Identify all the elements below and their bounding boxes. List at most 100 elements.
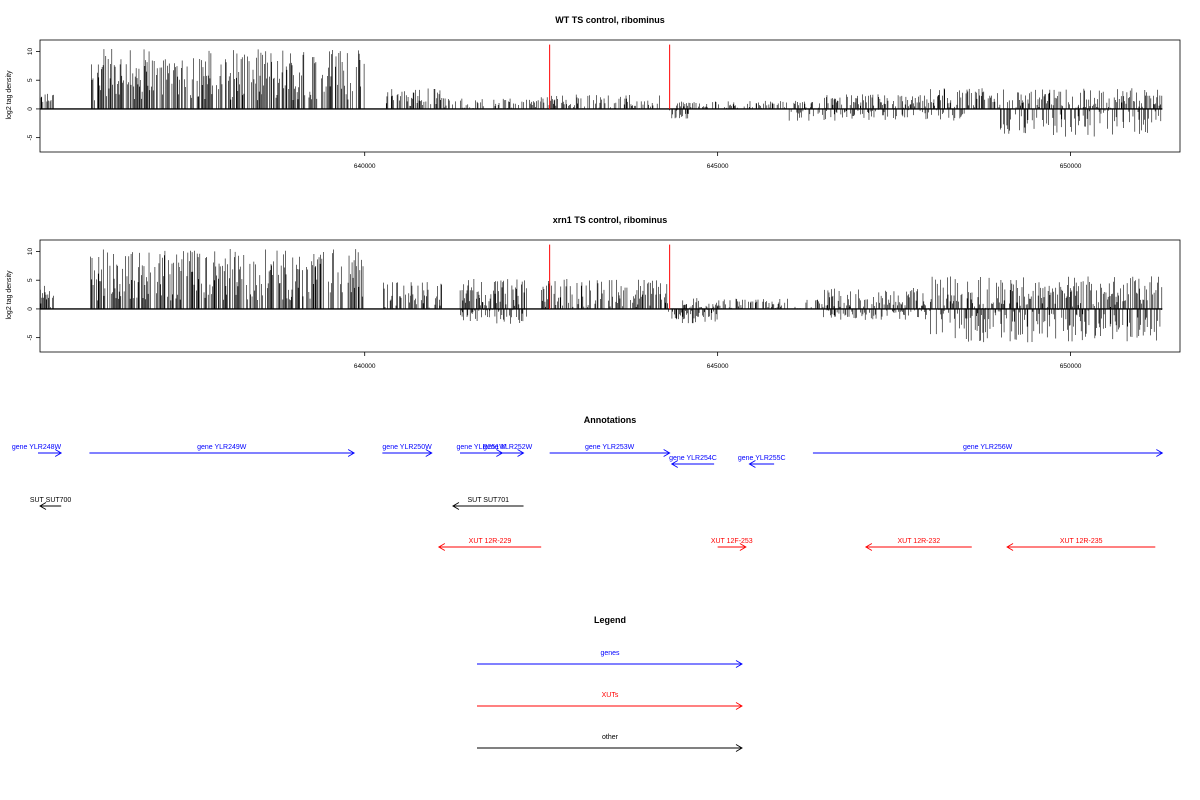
annotation-label: XUT 12R-235 — [1060, 538, 1103, 545]
annotation-arrow-head — [739, 543, 747, 551]
density-bars-negative — [669, 108, 689, 119]
annotation-label: XUT 12F-253 — [711, 538, 753, 545]
density-bars-negative — [668, 308, 718, 324]
annotation-arrow-head — [864, 543, 873, 551]
y-tick-label: 5 — [27, 78, 34, 82]
density-bars-positive — [39, 93, 54, 109]
density-bars-negative — [460, 308, 527, 324]
annotation-label: gene YLR256W — [963, 444, 1013, 451]
annotations-panel: Annotations gene YLR248W gene YLR249W gene… — [12, 415, 1164, 551]
annotation-feature: XUT 12R-232 — [864, 538, 972, 551]
x-tick-label: 645000 — [707, 363, 729, 370]
density-bars-positive — [383, 282, 443, 309]
density-bars-negative — [823, 308, 927, 320]
annotation-arrow-head — [425, 449, 433, 457]
wt-track-ylabel: log2 tag density — [6, 70, 13, 120]
legend-arrow-head — [735, 744, 743, 752]
xrn1-track-bars — [40, 248, 1163, 343]
legend-arrow-head — [735, 702, 743, 710]
density-bars-negative — [1000, 108, 1162, 137]
annotation-arrow-head — [437, 543, 446, 551]
annotation-arrow-head — [347, 449, 356, 457]
density-bars-positive — [682, 298, 824, 309]
wt-track-plot-frame — [39, 39, 1181, 153]
y-tick-label: -5 — [27, 134, 34, 140]
annotation-label: SUT SUT700 — [30, 497, 72, 504]
density-bars-positive — [930, 88, 1163, 109]
y-tick-label: 10 — [27, 247, 34, 255]
annotation-feature: XUT 12F-253 — [711, 538, 753, 551]
annotation-label: XUT 12R-232 — [897, 538, 940, 545]
annotation-feature: gene YLR253W — [549, 444, 671, 457]
legend-items: genes XUTs other — [477, 650, 743, 752]
annotation-arrow-head — [1006, 543, 1014, 551]
annotation-arrow-head — [748, 460, 756, 468]
annotation-arrow-head — [517, 449, 525, 457]
xrn1-track-ylabel: log2 tag density — [6, 270, 13, 320]
x-tick-label: 640000 — [354, 163, 376, 170]
density-bars-positive — [91, 49, 365, 109]
wt-track-title: WT TS control, ribominus — [555, 15, 665, 25]
density-bars-positive — [90, 248, 364, 309]
annotation-label: gene YLR252W — [483, 444, 533, 451]
annotation-feature: SUT SUT701 — [452, 497, 524, 510]
annotation-arrow-head — [1156, 449, 1164, 457]
density-bars-positive — [459, 278, 527, 309]
y-tick-label: 0 — [27, 107, 34, 111]
annotation-label: gene YLR254C — [669, 455, 717, 462]
annotation-feature: gene YLR255C — [738, 455, 786, 468]
density-bars-negative — [929, 308, 1163, 343]
xrn1-track-markers — [549, 244, 671, 309]
annotation-label: SUT SUT701 — [467, 497, 509, 504]
y-tick-label: 5 — [27, 278, 34, 282]
density-bars-positive — [385, 88, 443, 109]
y-tick-label: 10 — [27, 47, 34, 55]
annotation-feature: SUT SUT700 — [30, 497, 72, 510]
density-bars-positive — [541, 279, 668, 309]
density-bars-positive — [540, 94, 660, 109]
annotation-features: gene YLR248W gene YLR249W gene YLR250W gene… — [12, 444, 1164, 551]
annotation-label: gene YLR250W — [382, 444, 432, 451]
legend-label: genes — [600, 650, 620, 657]
annotation-label: gene YLR251W — [457, 444, 507, 451]
annotation-arrow-head — [670, 460, 678, 468]
annotation-label: XUT 12R-229 — [469, 538, 512, 545]
annotation-feature: gene YLR254C — [669, 455, 717, 468]
annotation-label: gene YLR248W — [12, 444, 62, 451]
annotation-arrow-head — [663, 449, 671, 457]
annotation-label: gene YLR249W — [197, 444, 247, 451]
x-tick-label: 650000 — [1060, 363, 1082, 370]
legend-item: XUTs — [477, 692, 743, 710]
legend-label: other — [602, 734, 619, 741]
density-bars-positive — [930, 276, 1163, 309]
x-tick-label: 645000 — [707, 163, 729, 170]
xrn1-track-title: xrn1 TS control, ribominus — [553, 215, 668, 225]
annotation-feature: XUT 12R-235 — [1006, 538, 1156, 551]
legend-title: Legend — [594, 615, 626, 625]
density-bars-negative — [788, 108, 965, 121]
x-tick-label: 640000 — [354, 363, 376, 370]
legend-item: other — [477, 734, 743, 752]
wt-track-bars — [39, 49, 1163, 137]
y-tick-label: -5 — [27, 334, 34, 340]
y-tick-label: 0 — [27, 307, 34, 311]
annotation-arrow-head — [54, 449, 63, 457]
annotations-title: Annotations — [584, 415, 637, 425]
density-bars-positive — [443, 98, 542, 109]
density-bars-positive — [824, 94, 930, 109]
annotation-feature: gene YLR250W — [382, 444, 433, 457]
annotation-label: gene YLR253W — [585, 444, 635, 451]
annotation-feature: XUT 12R-229 — [437, 538, 542, 551]
annotation-feature: gene YLR249W — [89, 444, 356, 457]
density-bars-positive — [676, 100, 820, 109]
annotation-feature: gene YLR252W — [483, 444, 533, 457]
annotation-arrow-head — [39, 502, 47, 510]
density-bars-positive — [40, 285, 54, 309]
annotation-arrow-head — [452, 502, 460, 510]
legend-arrow-head — [735, 660, 743, 668]
xrn1-track-plot-frame — [39, 239, 1181, 353]
legend-item: genes — [477, 650, 743, 668]
xrn1-track-panel: xrn1 TS control, ribominus log2 tag dens… — [6, 215, 1181, 370]
x-tick-label: 650000 — [1060, 163, 1082, 170]
